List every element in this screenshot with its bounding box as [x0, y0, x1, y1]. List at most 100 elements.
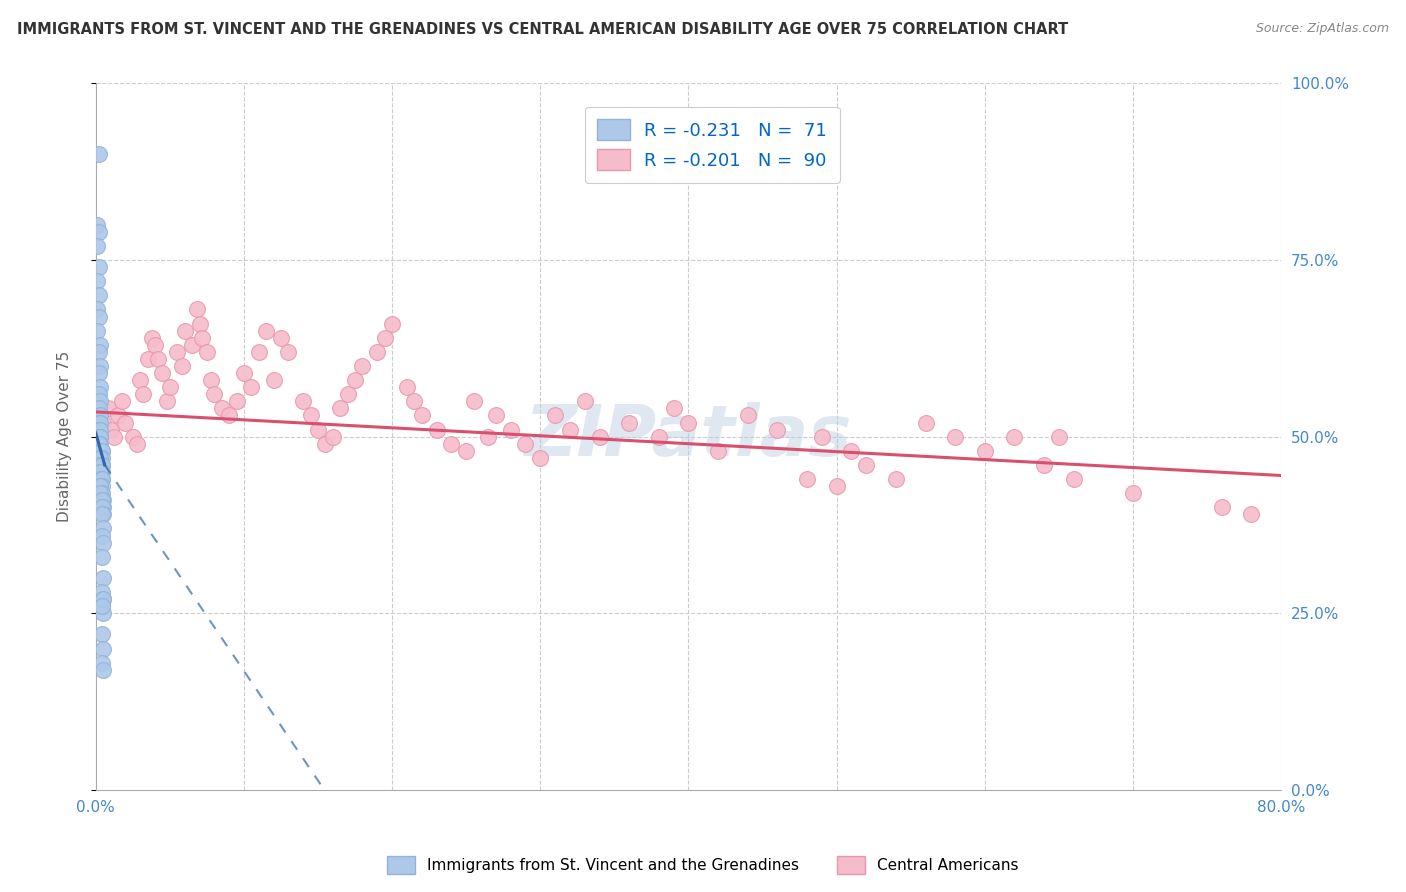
Point [87, 147, 110, 161]
Point [87, 225, 110, 239]
Point [914, 416, 936, 430]
Point [89, 436, 111, 450]
Point [1211, 500, 1233, 515]
Point [247, 344, 270, 359]
Point [136, 351, 159, 366]
Point [86, 239, 108, 253]
Point [86, 218, 108, 232]
Point [855, 458, 877, 472]
Point [90, 627, 112, 641]
Point [87, 260, 110, 274]
Point [292, 394, 315, 409]
Point [90, 458, 112, 472]
Point [89, 479, 111, 493]
Y-axis label: Disability Age Over 75: Disability Age Over 75 [58, 351, 72, 522]
Point [90, 508, 112, 522]
Legend: R = -0.231   N =  71, R = -0.201   N =  90: R = -0.231 N = 71, R = -0.201 N = 90 [585, 107, 839, 183]
Point [91, 500, 114, 515]
Point [91, 571, 114, 585]
Point [89, 486, 111, 500]
Point [233, 366, 256, 380]
Point [129, 373, 152, 387]
Point [366, 344, 388, 359]
Point [344, 373, 367, 387]
Point [159, 380, 181, 394]
Point [91, 592, 114, 607]
Point [515, 436, 537, 450]
Point [678, 416, 700, 430]
Point [90, 500, 112, 515]
Point [121, 430, 143, 444]
Point [544, 409, 567, 423]
Point [90, 599, 112, 614]
Point [270, 331, 292, 345]
Point [195, 344, 218, 359]
Point [87, 288, 110, 302]
Point [374, 331, 396, 345]
Point [100, 423, 122, 437]
Point [191, 331, 214, 345]
Point [166, 344, 188, 359]
Point [404, 394, 426, 409]
Point [1047, 430, 1070, 444]
Point [336, 387, 359, 401]
Point [89, 394, 111, 409]
Point [103, 430, 125, 444]
Text: ZIPatlas: ZIPatlas [524, 402, 852, 471]
Point [91, 663, 114, 677]
Point [143, 338, 166, 352]
Point [485, 409, 508, 423]
Point [91, 416, 114, 430]
Point [156, 394, 179, 409]
Point [173, 324, 195, 338]
Point [254, 324, 277, 338]
Point [395, 380, 418, 394]
Point [477, 430, 499, 444]
Point [111, 394, 134, 409]
Point [707, 443, 730, 458]
Point [87, 366, 110, 380]
Point [810, 430, 832, 444]
Point [558, 423, 581, 437]
Point [141, 331, 163, 345]
Point [1240, 508, 1263, 522]
Point [89, 380, 111, 394]
Point [114, 416, 136, 430]
Point [89, 479, 111, 493]
Point [90, 479, 112, 493]
Point [91, 493, 114, 508]
Point [766, 423, 789, 437]
Point [211, 401, 233, 416]
Point [89, 465, 111, 479]
Point [91, 535, 114, 549]
Point [299, 409, 322, 423]
Point [329, 401, 352, 416]
Point [87, 416, 110, 430]
Point [89, 359, 111, 373]
Point [314, 436, 336, 450]
Point [87, 436, 110, 450]
Point [86, 302, 108, 317]
Point [307, 423, 329, 437]
Point [87, 387, 110, 401]
Point [90, 486, 112, 500]
Point [943, 430, 966, 444]
Point [87, 310, 110, 324]
Point [89, 338, 111, 352]
Point [841, 443, 863, 458]
Point [426, 423, 449, 437]
Point [89, 472, 111, 486]
Point [322, 430, 344, 444]
Point [617, 416, 640, 430]
Point [225, 394, 247, 409]
Point [107, 409, 129, 423]
Point [152, 366, 174, 380]
Point [89, 443, 111, 458]
Point [200, 373, 222, 387]
Point [499, 423, 522, 437]
Point [91, 521, 114, 535]
Point [90, 443, 112, 458]
Point [381, 317, 404, 331]
Point [89, 430, 111, 444]
Point [825, 479, 848, 493]
